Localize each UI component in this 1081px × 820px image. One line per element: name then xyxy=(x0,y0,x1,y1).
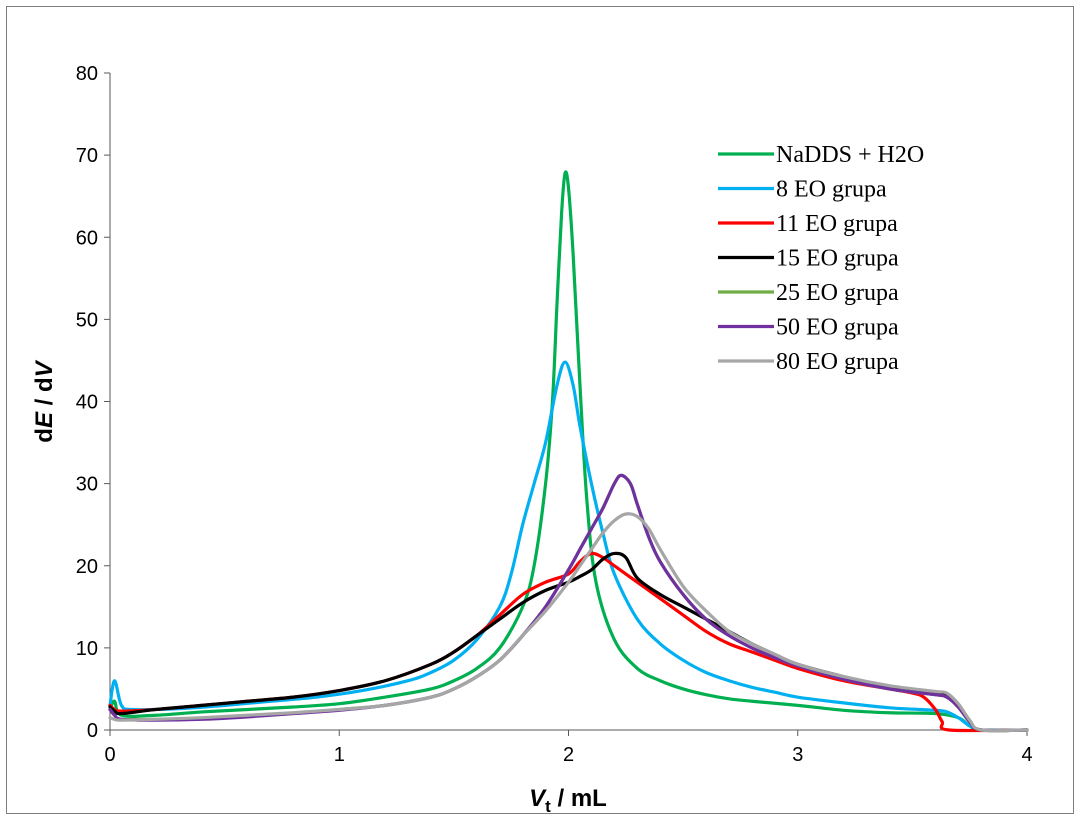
series-line-0 xyxy=(108,170,1029,732)
y-tick-label: 40 xyxy=(76,392,98,414)
y-tick-label: 70 xyxy=(76,145,98,167)
x-tick-label: 3 xyxy=(792,744,803,766)
y-axis-title-d2: / d xyxy=(31,377,58,412)
x-axis-title-unit: / mL xyxy=(551,785,607,812)
x-tick-label: 2 xyxy=(563,744,574,766)
y-tick-label: 50 xyxy=(76,309,98,331)
x-tick-label: 1 xyxy=(334,744,345,766)
x-tick-label: 4 xyxy=(1021,744,1032,766)
legend-label: 15 EO grupa xyxy=(776,246,899,272)
x-tick-label: 0 xyxy=(104,744,115,766)
y-tick-label: 60 xyxy=(76,227,98,249)
y-axis-title-v: V xyxy=(31,359,58,377)
legend-label: 25 EO grupa xyxy=(776,280,899,306)
x-ticks: 0 1 2 3 4 xyxy=(104,730,1033,766)
y-tick-label: 0 xyxy=(87,720,98,742)
legend-label: 80 EO grupa xyxy=(776,349,899,375)
y-tick-label: 20 xyxy=(76,556,98,578)
legend-label: NaDDS + H2O xyxy=(776,142,924,168)
y-axis-title: dE / dV xyxy=(31,359,58,442)
series-line-4 xyxy=(108,473,1029,733)
series-layer xyxy=(108,170,1029,733)
y-tick-label: 30 xyxy=(76,474,98,496)
legend-label: 50 EO grupa xyxy=(776,315,899,341)
x-axis-title-symbol: V xyxy=(529,785,547,812)
chart-frame xyxy=(6,6,1074,814)
series-line-6 xyxy=(108,512,1029,733)
x-axis-title-subscript: t xyxy=(545,797,551,816)
y-tick-label: 80 xyxy=(76,63,98,85)
y-ticks: 0 10 20 30 40 50 60 70 80 xyxy=(76,63,110,742)
x-axis-title: Vt / mL xyxy=(529,785,607,816)
axes xyxy=(109,73,1027,731)
y-axis-title-d1: d xyxy=(31,428,58,443)
series-line-1 xyxy=(108,360,1029,732)
y-tick-label: 10 xyxy=(76,638,98,660)
legend: NaDDS + H2O 8 EO grupa 11 EO grupa 15 EO gr… xyxy=(718,142,924,375)
y-axis-title-e: E xyxy=(31,411,58,428)
legend-label: 8 EO grupa xyxy=(776,177,887,203)
series-line-5 xyxy=(108,473,1029,733)
legend-label: 11 EO grupa xyxy=(776,211,898,237)
